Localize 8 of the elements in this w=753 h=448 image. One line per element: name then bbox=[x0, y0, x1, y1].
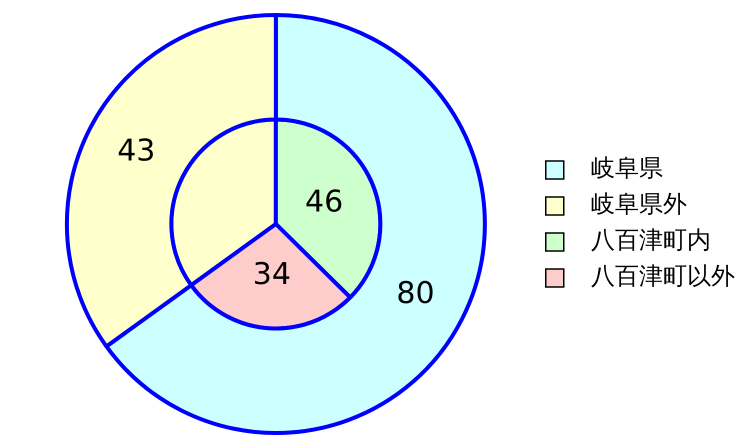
legend-label: 八百津町以外 bbox=[576, 262, 736, 290]
legend-label: 岐阜県 bbox=[576, 154, 664, 182]
data-label: 80 bbox=[396, 276, 435, 312]
data-label: 34 bbox=[252, 256, 291, 292]
data-label: 46 bbox=[304, 184, 344, 220]
legend-label: 八百津町内 bbox=[576, 226, 712, 254]
data-label: 43 bbox=[117, 133, 156, 168]
legend-label: 岐阜県外 bbox=[576, 190, 688, 218]
